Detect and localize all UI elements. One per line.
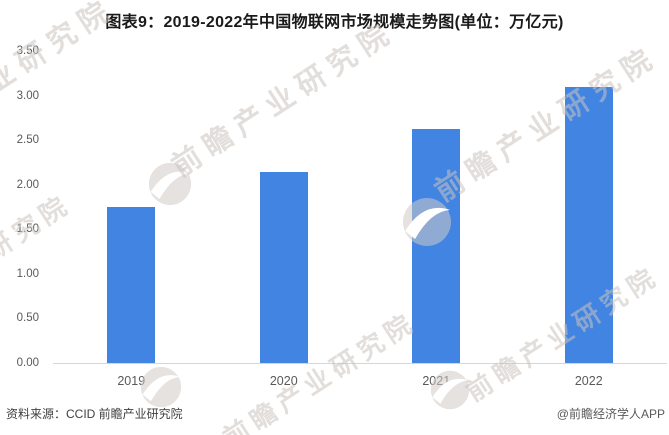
y-axis: 0.00 0.50 1.00 1.50 2.00 2.50 3.00 3.50: [0, 0, 40, 435]
bar-2021: [412, 129, 461, 363]
watermark-text: 前瞻产业研究院: [217, 306, 422, 435]
x-tick-label: 2019: [117, 374, 146, 388]
watermark-text: 前瞻产业研究院: [166, 15, 402, 184]
y-tick-label: 2.00: [16, 178, 39, 191]
bar-2019: [107, 207, 156, 363]
x-axis-line: [53, 363, 667, 364]
y-tick-label: 3.00: [16, 89, 39, 102]
qianzhan-logo-icon: [148, 162, 192, 211]
footer-credit: @前瞻经济学人APP: [556, 407, 665, 421]
watermark-text: 前瞻产业研究院: [429, 40, 665, 209]
footer-source: 资料来源：CCID 前瞻产业研究院: [6, 407, 183, 421]
y-tick-label: 0.00: [16, 357, 39, 369]
bar-2020: [259, 172, 308, 363]
y-tick-label: 0.50: [16, 312, 39, 325]
x-tick-label: 2021: [422, 374, 451, 388]
y-tick-label: 1.00: [16, 267, 39, 280]
y-tick-label: 3.50: [16, 45, 39, 57]
y-tick-label: 2.50: [16, 134, 39, 147]
x-tick-label: 2020: [269, 374, 298, 388]
chart-title: 图表9：2019-2022年中国物联网市场规模走势图(单位：万亿元): [105, 14, 564, 31]
bar-2022: [564, 87, 613, 363]
x-tick-label: 2022: [574, 374, 603, 388]
y-tick-label: 1.50: [16, 223, 39, 236]
